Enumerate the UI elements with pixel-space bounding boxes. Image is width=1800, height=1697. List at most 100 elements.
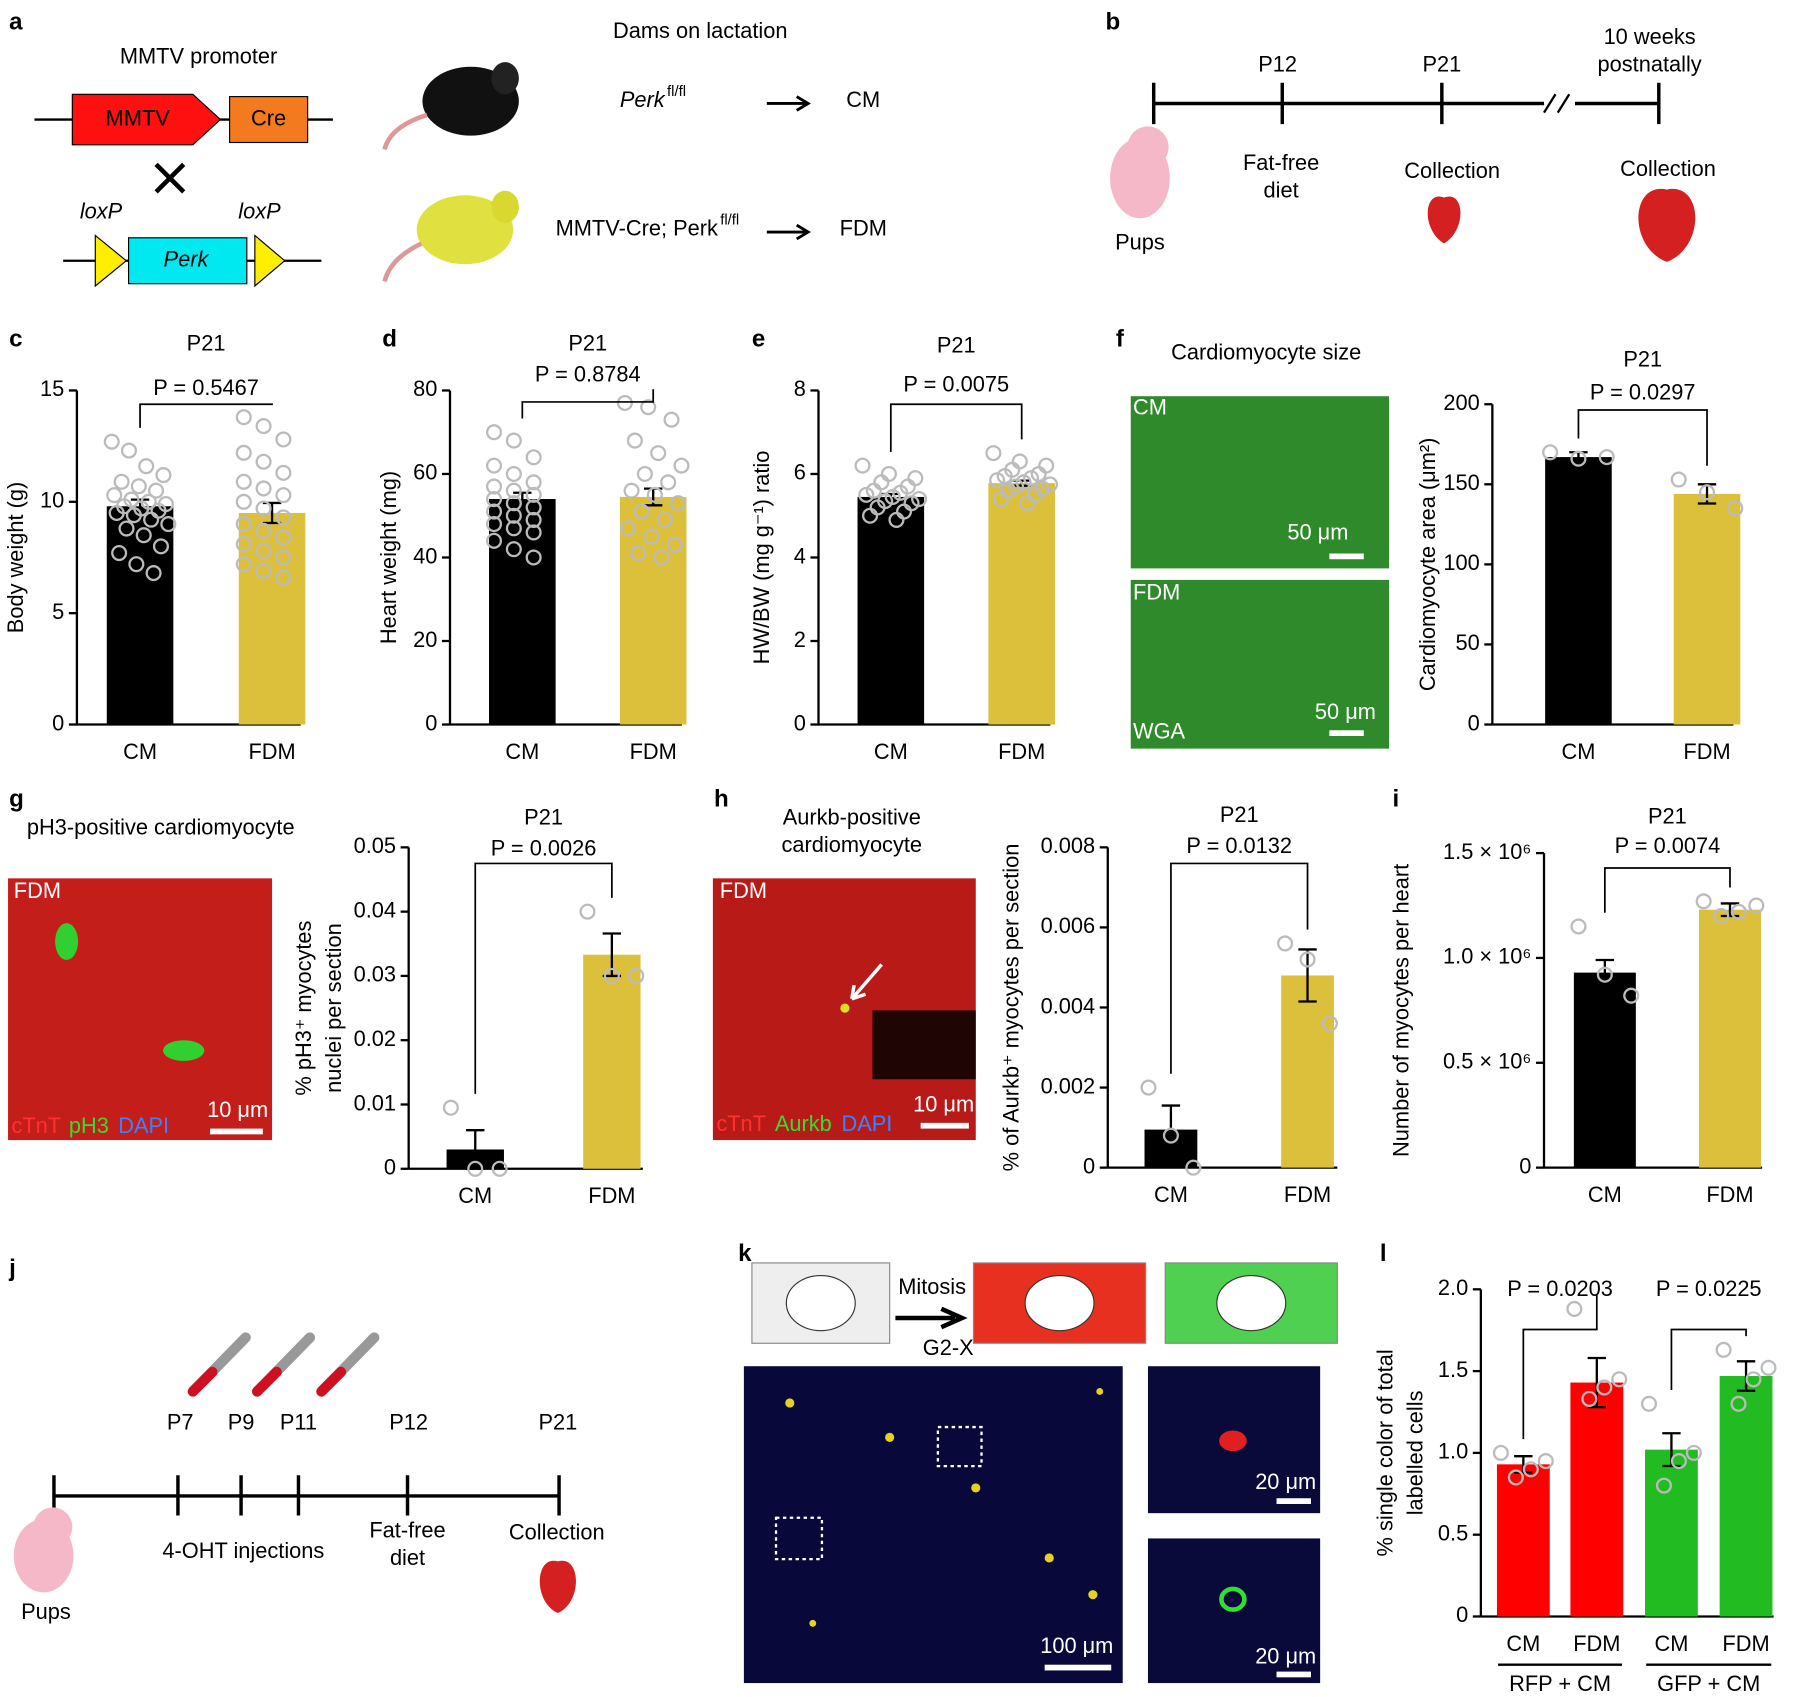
p-value: P = 0.0203	[1507, 1276, 1613, 1301]
data-point	[620, 520, 637, 537]
data-point	[235, 444, 252, 461]
error-bar	[1720, 902, 1740, 918]
stain-label: DAPI	[118, 1113, 169, 1138]
panel-letter: e	[752, 325, 765, 352]
data-point	[1507, 1469, 1524, 1486]
y-tick-label: 50	[1455, 630, 1479, 655]
nucleus	[1024, 1274, 1095, 1332]
data-point	[1537, 1453, 1554, 1470]
data-point	[636, 465, 653, 483]
panel-h: Aurkb-positive cardiomyocyte FDM cTnT Au…	[712, 804, 976, 1141]
chart-title: P21	[568, 330, 607, 355]
data-point	[1570, 450, 1587, 467]
data-point	[525, 486, 542, 503]
data-point	[275, 431, 292, 448]
y-axis-label: Body weight (g)	[3, 482, 28, 633]
group: FDM	[840, 216, 887, 241]
error-bar	[1736, 1360, 1756, 1392]
x-tick-label: FDM	[588, 1183, 635, 1208]
chart: P21 Cardiomyocyte area (μm²) 0 50 100 150 200 C…	[1415, 346, 1744, 764]
data-point	[255, 480, 272, 497]
data-point	[656, 511, 673, 528]
data-point	[525, 524, 542, 541]
timeline	[1151, 82, 1661, 125]
data-point	[1277, 935, 1294, 952]
y-tick-label: 0.05	[354, 833, 396, 858]
panel-letter: i	[1392, 786, 1399, 813]
bar	[1698, 909, 1761, 1168]
data-point	[103, 433, 120, 450]
stain-spot	[1219, 1586, 1247, 1612]
y-tick-label: 1.0	[1438, 1439, 1468, 1464]
label: CM	[1133, 395, 1167, 420]
y-tick-label: 0.04	[354, 897, 396, 922]
scale-bar	[1329, 553, 1364, 560]
loxp-site	[94, 234, 128, 288]
heart-icon	[1427, 196, 1461, 244]
y-tick-label: 80	[413, 376, 437, 401]
label: FDM	[1133, 579, 1180, 604]
data-point	[255, 453, 272, 470]
data-point	[1640, 1395, 1658, 1412]
genotype: Perk	[620, 87, 666, 112]
data-point	[1727, 500, 1744, 517]
panel-letter: a	[9, 8, 23, 35]
data-point	[525, 474, 542, 491]
y-tick-label: 1.5	[1438, 1357, 1468, 1382]
cre-box	[229, 96, 309, 144]
data-point	[862, 507, 879, 524]
data-point	[1581, 1390, 1598, 1407]
panel-letter: k	[738, 1240, 752, 1267]
scale-label: 20 μm	[1255, 1644, 1316, 1669]
data-point	[1748, 897, 1765, 914]
stain-spot	[55, 923, 79, 960]
data-point	[128, 556, 145, 573]
scale-label: 50 μm	[1287, 520, 1348, 545]
x-tick-label: CM	[1154, 1182, 1188, 1207]
data-point	[854, 457, 871, 474]
data-point	[255, 522, 272, 539]
data-point	[143, 511, 160, 528]
title: pH3-positive cardiomyocyte	[27, 815, 295, 840]
stain-label: pH3	[69, 1113, 109, 1138]
perk-box	[127, 237, 248, 285]
data-point	[525, 549, 542, 566]
y-tick-label: 0.5 × 10⁶	[1443, 1049, 1531, 1074]
data-point	[1698, 484, 1716, 501]
data-point	[633, 503, 650, 520]
x-tick-label: CM	[458, 1183, 492, 1208]
data-point	[525, 511, 542, 528]
label: MMTV promoter	[120, 43, 277, 68]
data-point	[255, 500, 272, 517]
data-point	[505, 520, 522, 537]
chart-title: P21	[1220, 802, 1259, 827]
error-bar	[1298, 948, 1317, 1003]
data-point	[135, 527, 152, 544]
title: Aurkb-positive	[783, 804, 921, 829]
data-point	[1715, 1341, 1732, 1358]
event: Collection	[1404, 158, 1500, 183]
bar	[106, 506, 174, 725]
data-point	[235, 493, 252, 510]
data-point	[118, 520, 135, 537]
data-point	[989, 472, 1006, 489]
bar	[238, 512, 306, 725]
y-axis-label: labelled cells	[1402, 1390, 1427, 1515]
data-point	[616, 394, 633, 412]
event: Fat-free	[1243, 150, 1319, 175]
event: diet	[390, 1545, 425, 1570]
y-tick-label: 150	[1443, 470, 1479, 495]
event: Fat-free	[369, 1517, 445, 1542]
scale-label: 10 μm	[207, 1097, 268, 1122]
y-axis-label: Number of myocytes per heart	[1389, 864, 1414, 1157]
tick-label: P21	[1422, 51, 1461, 76]
arrow	[766, 223, 811, 241]
bar	[1570, 1382, 1624, 1617]
error-bar	[513, 491, 532, 507]
stain-label: DAPI	[841, 1111, 892, 1136]
event: diet	[1264, 178, 1299, 203]
event: Collection	[509, 1520, 605, 1545]
y-tick-label: 0	[1468, 710, 1480, 735]
data-point	[666, 536, 683, 554]
bar	[1281, 975, 1334, 1168]
